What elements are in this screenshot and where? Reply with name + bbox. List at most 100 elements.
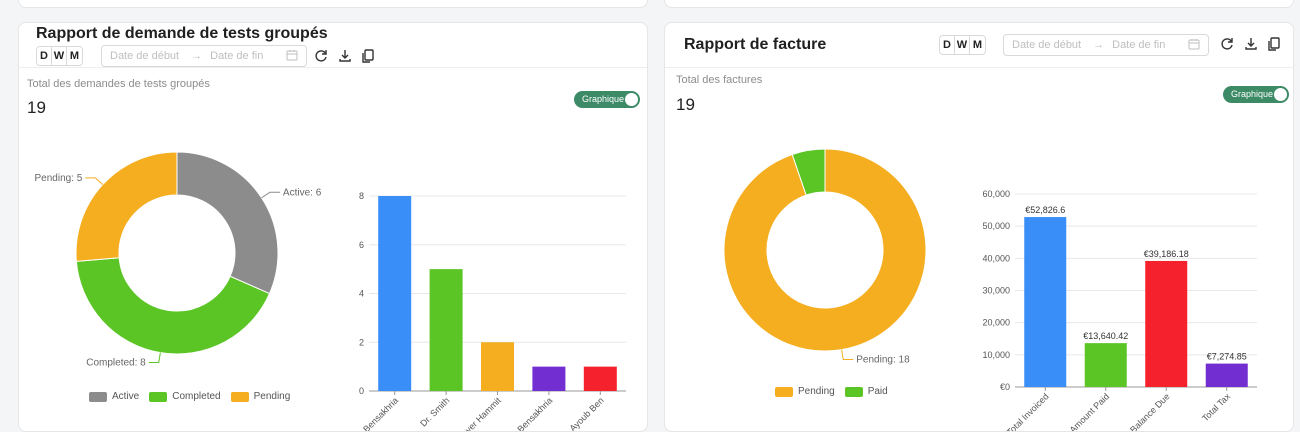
chart-toggle[interactable]: Graphique bbox=[574, 91, 640, 108]
donut-slice-active[interactable] bbox=[176, 151, 279, 295]
bar[interactable] bbox=[532, 366, 566, 391]
x-tick-label: youb Bensakhria bbox=[500, 395, 554, 432]
donut-label-completed: Completed: 8 bbox=[86, 357, 146, 368]
donut-label-active: Active: 6 bbox=[283, 187, 322, 198]
bar[interactable] bbox=[429, 269, 463, 391]
toggle-knob bbox=[625, 93, 638, 106]
period-month-button[interactable]: M bbox=[972, 39, 983, 51]
legend-label-paid: Paid bbox=[867, 386, 888, 397]
start-date-input[interactable]: Date de début bbox=[1012, 39, 1082, 51]
x-tick-label: Total Invoiced bbox=[1005, 391, 1051, 432]
bar[interactable] bbox=[1205, 363, 1248, 387]
bar[interactable] bbox=[1024, 217, 1067, 387]
grouped-tests-report-card: Rapport de demande de tests groupés D W … bbox=[18, 22, 648, 432]
legend-swatch-paid bbox=[844, 386, 863, 397]
chart-toggle[interactable]: Graphique bbox=[1223, 86, 1289, 103]
date-range-picker[interactable]: Date de début → Date de fin bbox=[1003, 34, 1209, 56]
toggle-label: Graphique bbox=[582, 94, 625, 104]
donut-slice-completed[interactable] bbox=[75, 257, 271, 355]
bar-data-label: €39,186.18 bbox=[1144, 249, 1189, 259]
y-tick-label: €0 bbox=[1000, 382, 1010, 392]
card-title: Rapport de facture bbox=[684, 36, 827, 53]
refresh-icon[interactable] bbox=[313, 48, 329, 64]
bar[interactable] bbox=[481, 342, 514, 391]
legend-label-pending: Pending bbox=[798, 386, 835, 397]
copy-icon[interactable] bbox=[360, 48, 376, 64]
toggle-label: Graphique bbox=[1231, 89, 1274, 99]
x-tick-label: Ayoub Ben bbox=[568, 395, 606, 432]
date-range-picker[interactable]: Date de début → Date de fin bbox=[101, 45, 307, 67]
period-week-button[interactable]: W bbox=[52, 47, 67, 65]
period-month-button[interactable]: M bbox=[69, 50, 80, 62]
invoice-status-legend: Pending Paid bbox=[765, 386, 888, 397]
end-date-input[interactable]: Date de fin bbox=[210, 50, 264, 62]
card-header: Rapport de facture D W M Date de début →… bbox=[665, 23, 1293, 68]
period-day-button[interactable]: D bbox=[940, 36, 955, 54]
bar[interactable] bbox=[1084, 343, 1127, 387]
arrow-right-icon: → bbox=[1093, 39, 1105, 51]
invoice-status-donut-chart: Pending: 18 bbox=[723, 148, 927, 365]
legend-swatch-active bbox=[89, 391, 107, 402]
legend-label-active: Active bbox=[112, 391, 140, 402]
end-date-input[interactable]: Date de fin bbox=[1112, 39, 1166, 51]
bar[interactable] bbox=[378, 196, 412, 391]
x-tick-label: Amount Paid bbox=[1068, 391, 1112, 432]
donut-label-line-completed bbox=[148, 352, 161, 363]
test-status-legend: Active Completed Pending bbox=[79, 391, 290, 402]
y-tick-label: 30,000 bbox=[982, 286, 1010, 296]
donut-label-line-pending bbox=[85, 177, 104, 185]
legend-swatch-completed bbox=[149, 391, 168, 402]
x-tick-label: Dr. Smith bbox=[418, 395, 451, 428]
legend-swatch-pending bbox=[230, 391, 249, 402]
donut-slice-pending[interactable] bbox=[723, 148, 927, 352]
donut-slice-pending[interactable] bbox=[75, 151, 178, 262]
arrow-right-icon: → bbox=[191, 50, 203, 62]
total-value: 19 bbox=[27, 98, 46, 117]
y-tick-label: 60,000 bbox=[982, 189, 1010, 199]
bar-data-label: €13,640.42 bbox=[1083, 331, 1128, 341]
y-tick-label: 4 bbox=[359, 289, 364, 299]
y-tick-label: 50,000 bbox=[982, 221, 1010, 231]
download-icon[interactable] bbox=[337, 48, 353, 64]
invoice-totals-bar-chart: €0 10,000 20,000 30,000 40,000 50,000 60,000 €5… bbox=[982, 189, 1257, 432]
total-label: Total des factures bbox=[676, 74, 763, 86]
invoice-report-card: Rapport de facture D W M Date de début →… bbox=[664, 22, 1294, 432]
bar-data-label: €52,826.6 bbox=[1025, 205, 1065, 215]
donut-label-pending: Pending: 18 bbox=[856, 354, 910, 365]
total-value: 19 bbox=[676, 95, 695, 114]
legend-swatch-pending bbox=[775, 386, 793, 397]
period-selector: D W M bbox=[36, 46, 83, 66]
period-day-button[interactable]: D bbox=[37, 47, 52, 65]
previous-card-bottom-right bbox=[664, 0, 1294, 8]
toggle-knob bbox=[1274, 88, 1287, 101]
refresh-icon[interactable] bbox=[1219, 36, 1235, 52]
test-status-donut-chart: Active: 6 Completed: 8 Pending: 5 bbox=[35, 151, 322, 368]
y-tick-label: 40,000 bbox=[982, 253, 1010, 263]
donut-label-line-pending bbox=[841, 349, 854, 360]
download-icon[interactable] bbox=[1243, 36, 1259, 52]
donut-slice-paid[interactable] bbox=[791, 148, 826, 196]
total-label: Total des demandes de tests groupés bbox=[27, 78, 210, 90]
y-tick-label: 2 bbox=[359, 337, 364, 347]
card-header: Rapport de demande de tests groupés D W … bbox=[19, 23, 647, 68]
x-tick-label: Dr Mayer Hammit bbox=[446, 395, 503, 432]
y-tick-label: 8 bbox=[359, 191, 364, 201]
card-title: Rapport de demande de tests groupés bbox=[36, 25, 328, 42]
period-week-button[interactable]: W bbox=[955, 36, 970, 54]
donut-label-pending: Pending: 5 bbox=[35, 173, 83, 184]
copy-icon[interactable] bbox=[1266, 36, 1282, 52]
bar-data-label: €7,274.85 bbox=[1207, 352, 1247, 362]
x-tick-label: Total Tax bbox=[1200, 391, 1232, 423]
legend-label-pending: Pending bbox=[253, 391, 291, 402]
y-tick-label: 10,000 bbox=[982, 350, 1010, 360]
bar[interactable] bbox=[583, 366, 617, 391]
legend-label-completed: Completed bbox=[172, 391, 221, 402]
bar[interactable] bbox=[1145, 260, 1188, 387]
x-tick-label: Balance Due bbox=[1128, 391, 1172, 432]
y-tick-label: 0 bbox=[359, 386, 364, 396]
calendar-icon bbox=[286, 50, 298, 61]
calendar-icon bbox=[1188, 39, 1200, 50]
y-tick-label: 20,000 bbox=[982, 318, 1010, 328]
start-date-input[interactable]: Date de début bbox=[110, 50, 180, 62]
